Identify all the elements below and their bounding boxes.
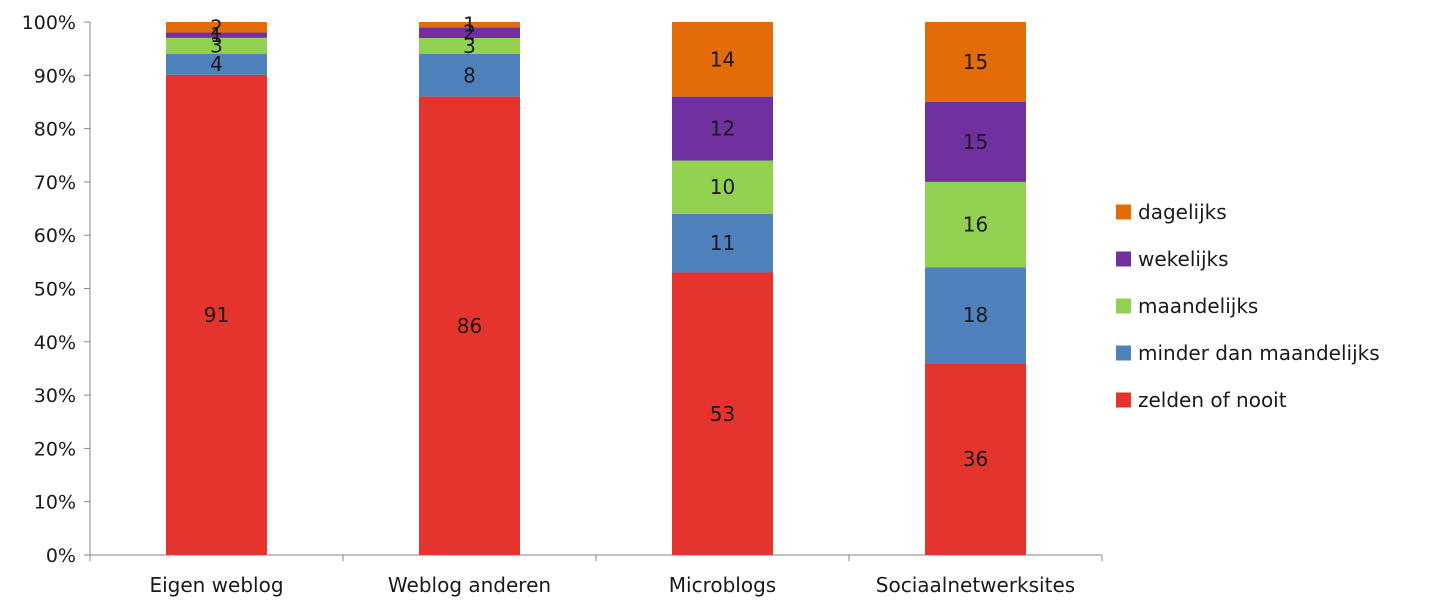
x-axis: Eigen weblog Weblog anderen Microblogs Soci… bbox=[89, 554, 1103, 597]
data-label-microblogs-zelden-of-nooit: 53 bbox=[710, 402, 735, 426]
y-tick-label: 70% bbox=[34, 172, 76, 194]
data-label-weblog-anderen-maandelijks: 3 bbox=[463, 34, 476, 58]
legend-swatch-maandelijks bbox=[1116, 298, 1131, 314]
legend-label-wekelijks: wekelijks bbox=[1138, 247, 1229, 271]
data-label-eigen-weblog-zelden-of-nooit: 91 bbox=[204, 303, 229, 327]
y-axis: 0% 10% 20% 30% 40% 50% 60% 70% 80% 90% 100% bbox=[22, 12, 91, 567]
legend-swatch-dagelijks bbox=[1116, 204, 1131, 220]
data-label-eigen-weblog-maandelijks: 3 bbox=[210, 34, 223, 58]
y-tick-label: 100% bbox=[22, 12, 76, 34]
legend-label-maandelijks: maandelijks bbox=[1138, 294, 1258, 318]
bar-weblog-anderen-zelden-of-nooit bbox=[419, 96, 520, 556]
bar-microblogs-minder-dan-maandelijks bbox=[672, 213, 773, 273]
data-label-microblogs-dagelijks: 14 bbox=[710, 47, 735, 71]
legend-label-zelden-of-nooit: zelden of nooit bbox=[1138, 388, 1287, 412]
bar-eigen-weblog-zelden-of-nooit bbox=[166, 74, 267, 555]
x-tick-label-microblogs: Microblogs bbox=[669, 573, 776, 597]
data-label-sociaalnetwerksites-zelden-of-nooit: 36 bbox=[963, 447, 988, 471]
y-tick-label: 20% bbox=[34, 438, 76, 460]
data-label-eigen-weblog-minder-dan-maandelijks: 4 bbox=[210, 52, 223, 76]
data-label-microblogs-minder-dan-maandelijks: 11 bbox=[710, 231, 735, 255]
data-label-weblog-anderen-dagelijks: 1 bbox=[463, 13, 476, 37]
y-tick-label: 40% bbox=[34, 332, 76, 354]
data-label-weblog-anderen-zelden-of-nooit: 86 bbox=[457, 314, 482, 338]
bar-eigen-weblog-dagelijks bbox=[166, 22, 267, 33]
bar-microblogs-wekelijks bbox=[672, 96, 773, 161]
data-label-weblog-anderen-wekelijks: 2 bbox=[463, 21, 476, 45]
bar-sociaalnetwerksites-zelden-of-nooit bbox=[925, 363, 1026, 555]
y-tick-label: 30% bbox=[34, 385, 76, 407]
bar-sociaalnetwerksites-dagelijks bbox=[925, 22, 1026, 102]
bar-sociaalnetwerksites-minder-dan-maandelijks bbox=[925, 267, 1026, 364]
data-label-sociaalnetwerksites-dagelijks: 15 bbox=[963, 50, 988, 74]
y-tick-label: 80% bbox=[34, 119, 76, 141]
data-label-microblogs-wekelijks: 12 bbox=[710, 117, 735, 141]
data-label-weblog-anderen-minder-dan-maandelijks: 8 bbox=[463, 63, 476, 87]
legend-label-minder-dan-maandelijks: minder dan maandelijks bbox=[1138, 341, 1380, 365]
bar-eigen-weblog-wekelijks bbox=[166, 32, 267, 38]
bar-sociaalnetwerksites-maandelijks bbox=[925, 181, 1026, 268]
bar-weblog-anderen-wekelijks bbox=[419, 27, 520, 38]
legend-swatch-minder-dan-maandelijks bbox=[1116, 345, 1131, 361]
y-tick-label: 10% bbox=[34, 492, 76, 514]
legend-swatch-zelden-of-nooit bbox=[1116, 392, 1131, 408]
y-tick-label: 50% bbox=[34, 279, 76, 301]
bar-eigen-weblog-maandelijks bbox=[166, 37, 267, 54]
legend-label-dagelijks: dagelijks bbox=[1138, 200, 1227, 224]
bar-eigen-weblog-minder-dan-maandelijks bbox=[166, 53, 267, 75]
legend: dagelijks wekelijks maandelijks minder dan … bbox=[1116, 200, 1380, 412]
data-label-eigen-weblog-wekelijks: 1 bbox=[210, 23, 223, 47]
x-tick-label-weblog-anderen: Weblog anderen bbox=[388, 573, 551, 597]
x-tick-label-eigen-weblog: Eigen weblog bbox=[149, 573, 283, 597]
x-tick-label-sociaalnetwerksites: Sociaalnetwerksites bbox=[876, 573, 1075, 597]
y-tick-label: 0% bbox=[46, 545, 76, 567]
data-label-sociaalnetwerksites-minder-dan-maandelijks: 18 bbox=[963, 303, 988, 327]
y-tick-label: 90% bbox=[34, 65, 76, 87]
data-label-sociaalnetwerksites-maandelijks: 16 bbox=[963, 213, 988, 237]
bar-weblog-anderen-maandelijks bbox=[419, 37, 520, 54]
bar-microblogs-dagelijks bbox=[672, 22, 773, 97]
data-label-microblogs-maandelijks: 10 bbox=[710, 175, 735, 199]
data-label-sociaalnetwerksites-wekelijks: 15 bbox=[963, 130, 988, 154]
bar-microblogs-maandelijks bbox=[672, 160, 773, 214]
bar-sociaalnetwerksites-wekelijks bbox=[925, 101, 1026, 182]
legend-swatch-wekelijks bbox=[1116, 251, 1131, 267]
y-tick-label: 60% bbox=[34, 225, 76, 247]
bars bbox=[166, 22, 1026, 556]
bar-weblog-anderen-minder-dan-maandelijks bbox=[419, 53, 520, 97]
bar-microblogs-zelden-of-nooit bbox=[672, 272, 773, 555]
bar-weblog-anderen-dagelijks bbox=[419, 22, 520, 28]
data-label-eigen-weblog-dagelijks: 2 bbox=[210, 15, 223, 39]
